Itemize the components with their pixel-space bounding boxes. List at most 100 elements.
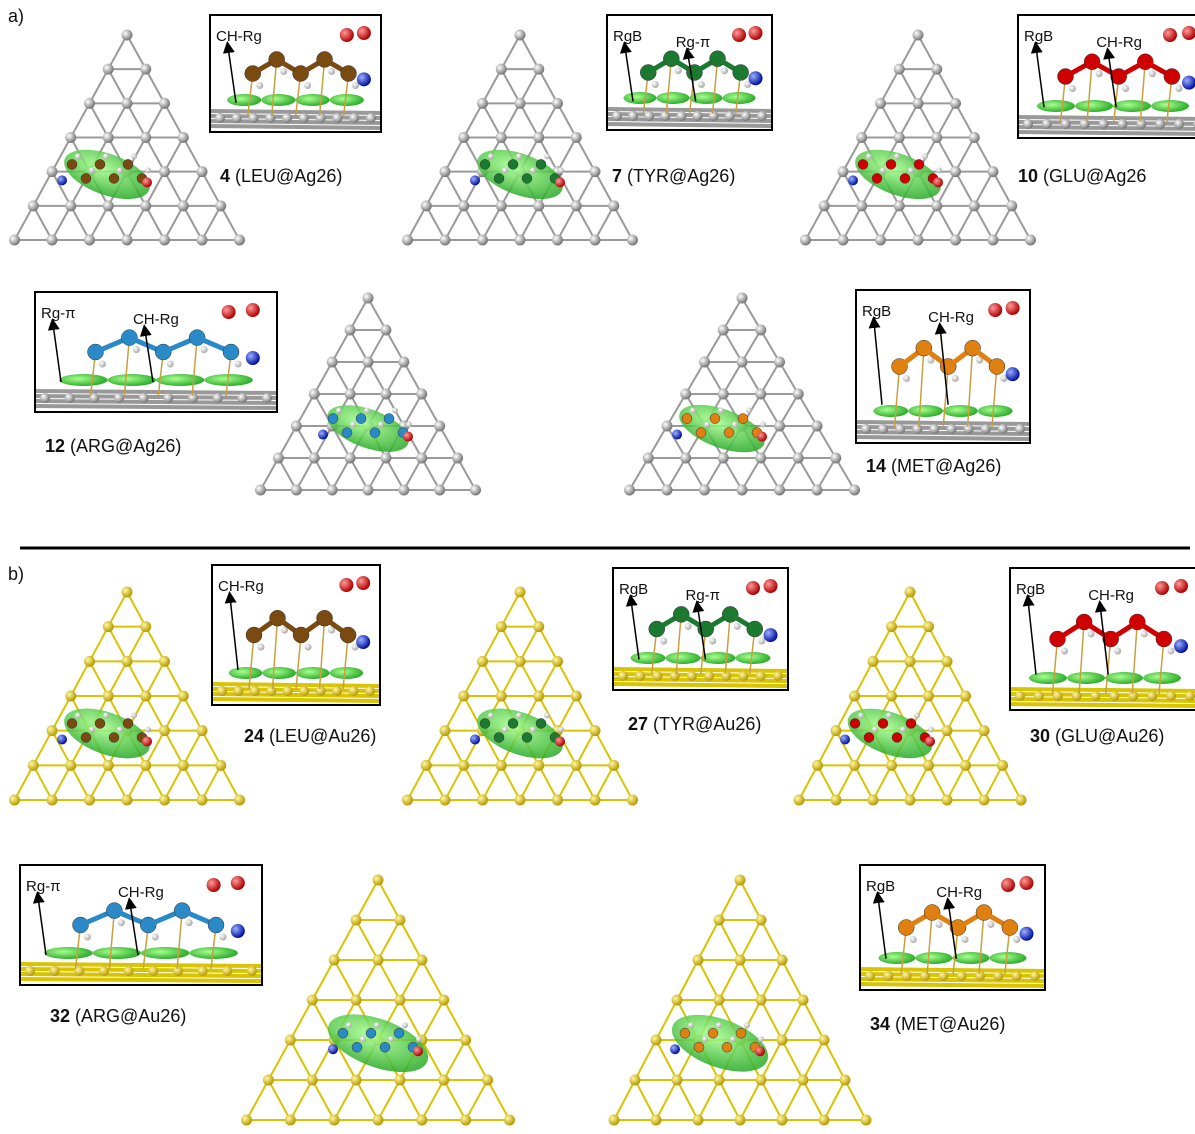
mol-atom — [1164, 69, 1180, 85]
bond — [464, 661, 483, 696]
surface-atom — [265, 113, 275, 123]
bond — [146, 696, 165, 731]
bond — [937, 206, 956, 240]
mol-atom — [1156, 631, 1172, 647]
mol-atom — [858, 159, 868, 169]
panel-label: a) — [8, 6, 24, 26]
bond — [539, 661, 558, 696]
bond — [408, 765, 427, 800]
h-atom — [716, 1022, 722, 1028]
bond — [595, 765, 614, 800]
atom — [894, 132, 905, 143]
atom — [452, 453, 463, 464]
bond — [937, 103, 956, 137]
bond — [723, 298, 742, 330]
atom — [309, 389, 320, 400]
bond — [146, 765, 165, 800]
surface-atom — [124, 966, 134, 976]
atom — [327, 485, 338, 496]
h-atom — [118, 919, 125, 926]
h-atom — [709, 638, 716, 645]
surface-atom — [1166, 691, 1176, 701]
o-atom — [1020, 876, 1034, 890]
h-atom — [660, 638, 667, 645]
bond — [400, 1080, 422, 1120]
bond — [422, 1000, 444, 1040]
bond — [445, 696, 464, 731]
caption-number: 34 — [870, 1014, 890, 1034]
nci-patch — [736, 652, 771, 664]
atom — [394, 915, 405, 926]
bond — [780, 426, 799, 458]
atom — [363, 357, 374, 368]
atom — [84, 98, 95, 109]
lattice — [794, 587, 1027, 806]
h-atom — [928, 726, 934, 732]
atom — [496, 621, 507, 632]
bond — [183, 731, 202, 766]
bond — [426, 765, 445, 800]
atom — [662, 421, 673, 432]
mol-atom — [123, 159, 133, 169]
o-atom — [142, 177, 152, 187]
bond — [899, 103, 918, 137]
bond — [520, 69, 539, 103]
atom — [140, 691, 151, 702]
h-atom — [167, 361, 174, 368]
o-atom — [933, 177, 943, 187]
h-atom — [360, 1036, 366, 1042]
mol-atom — [710, 414, 720, 424]
o-atom — [222, 305, 236, 319]
bond — [278, 458, 296, 490]
atom — [482, 1075, 493, 1086]
o-atom — [403, 432, 413, 442]
mol-atom — [67, 718, 77, 728]
h-atom — [704, 422, 710, 428]
surface-atom — [652, 671, 662, 681]
o-atom — [555, 736, 565, 746]
bond — [761, 362, 780, 394]
atom — [905, 656, 916, 667]
bond — [742, 362, 761, 394]
atom — [608, 200, 619, 211]
h-atom — [652, 81, 659, 88]
bond — [378, 960, 400, 1000]
mol-atom — [724, 428, 734, 438]
mol-atom — [480, 159, 490, 169]
surface — [210, 126, 381, 128]
atom — [774, 421, 785, 432]
bond — [974, 206, 993, 240]
mol-atom — [508, 159, 518, 169]
bond — [483, 765, 502, 800]
caption-number: 4 — [220, 166, 230, 186]
caption-name: (TYR@Au26) — [653, 714, 761, 734]
h-atom — [544, 712, 550, 718]
h-atom — [698, 81, 705, 88]
h-atom — [117, 726, 123, 732]
surface-atom — [40, 393, 50, 403]
atom — [714, 995, 725, 1006]
nci-patch — [916, 952, 953, 964]
atom — [434, 485, 445, 496]
bond — [520, 627, 539, 662]
atom — [886, 760, 897, 771]
bond — [71, 103, 90, 137]
atom — [672, 1075, 683, 1086]
surface-atom — [316, 686, 326, 696]
atom — [969, 132, 980, 143]
surface-atom — [213, 393, 223, 403]
lattice — [624, 293, 860, 496]
bond — [334, 920, 356, 960]
atom — [159, 166, 170, 177]
bond — [350, 330, 368, 362]
atom — [979, 725, 990, 736]
atom — [931, 200, 942, 211]
caption-name: (ARG@Au26) — [75, 1006, 186, 1026]
nci-patch — [990, 952, 1027, 964]
bond — [761, 394, 780, 426]
mol-atom — [328, 414, 338, 424]
mol-atom — [341, 66, 357, 82]
atom — [714, 915, 725, 926]
atom — [533, 132, 544, 143]
bond — [740, 1080, 761, 1120]
